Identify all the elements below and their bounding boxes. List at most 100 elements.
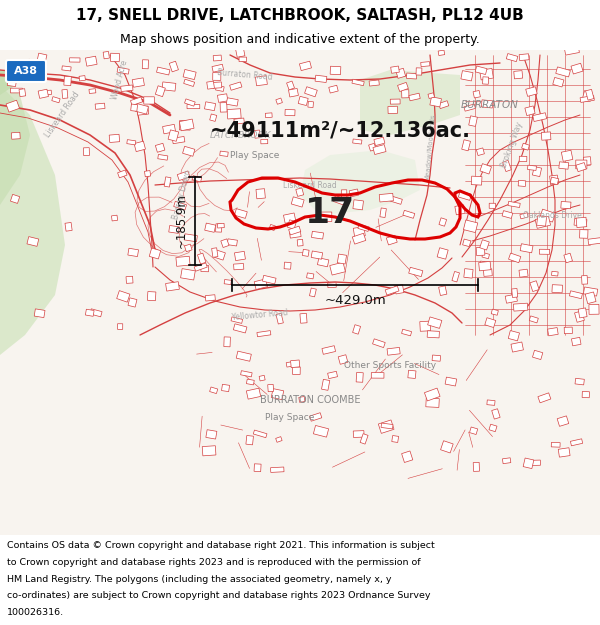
Bar (163, 124, 176, 134)
Bar (319, 212, 332, 222)
Bar (502, 211, 513, 218)
Bar (491, 409, 500, 419)
Bar (428, 92, 434, 99)
Bar (177, 171, 190, 181)
Bar (420, 321, 431, 331)
Bar (458, 191, 472, 201)
Bar (527, 165, 536, 171)
Bar (550, 175, 559, 185)
Bar (176, 256, 190, 266)
Bar (181, 269, 195, 280)
Bar (388, 196, 403, 204)
Bar (287, 220, 296, 229)
Bar (184, 244, 192, 252)
Bar (470, 427, 478, 434)
Bar (421, 62, 430, 67)
Bar (536, 216, 547, 226)
Text: Play Space: Play Space (265, 412, 314, 421)
Bar (262, 276, 276, 284)
Bar (509, 253, 521, 262)
Bar (582, 391, 589, 398)
Bar (215, 86, 224, 91)
Bar (581, 276, 587, 284)
Bar (482, 77, 488, 84)
Bar (508, 201, 520, 208)
Bar (476, 148, 484, 156)
Bar (484, 269, 492, 276)
Bar (334, 196, 348, 206)
Bar (452, 271, 460, 282)
Bar (131, 104, 137, 111)
Bar (551, 271, 558, 276)
Bar (538, 393, 551, 402)
Bar (473, 462, 479, 471)
Bar (475, 66, 487, 74)
Bar (337, 254, 347, 264)
Bar (285, 109, 295, 116)
Bar (480, 164, 491, 174)
Bar (583, 91, 592, 99)
Bar (330, 262, 346, 275)
Bar (27, 237, 39, 246)
Bar (169, 226, 179, 233)
Bar (479, 68, 493, 80)
Bar (127, 139, 136, 145)
Text: A38: A38 (14, 66, 38, 76)
Bar (440, 441, 453, 453)
Bar (137, 106, 149, 115)
Bar (311, 251, 323, 259)
Bar (519, 54, 529, 61)
Bar (184, 234, 197, 242)
Bar (409, 93, 420, 101)
Bar (576, 162, 586, 172)
Bar (83, 148, 89, 156)
Bar (215, 224, 222, 232)
Bar (353, 431, 364, 437)
Bar (226, 98, 238, 106)
Bar (128, 298, 137, 307)
Bar (455, 205, 465, 215)
Bar (299, 396, 305, 402)
Bar (257, 331, 271, 337)
Bar (482, 253, 490, 259)
Bar (308, 101, 314, 107)
Bar (409, 268, 423, 277)
Bar (305, 87, 317, 97)
Bar (313, 426, 329, 437)
Bar (551, 442, 560, 447)
Bar (514, 71, 523, 79)
Bar (269, 224, 275, 231)
Text: Burraton Road: Burraton Road (217, 68, 273, 82)
Bar (403, 211, 415, 218)
Bar (317, 258, 329, 267)
Bar (489, 203, 496, 208)
Bar (588, 238, 600, 245)
Bar (158, 154, 168, 160)
Bar (299, 61, 311, 71)
Bar (19, 89, 26, 97)
Bar (168, 130, 179, 141)
Bar (430, 97, 442, 107)
Bar (353, 139, 362, 144)
Bar (338, 355, 348, 364)
Bar (374, 137, 385, 146)
Text: BURRATON: BURRATON (461, 100, 519, 110)
Text: Liskeard Road: Liskeard Road (43, 91, 81, 139)
Bar (307, 273, 314, 279)
Bar (27, 59, 36, 68)
Bar (583, 157, 591, 165)
Bar (230, 82, 242, 90)
Bar (214, 250, 226, 260)
Text: 100026316.: 100026316. (7, 608, 64, 617)
Bar (353, 325, 361, 334)
Bar (576, 160, 587, 169)
Bar (207, 81, 214, 89)
Bar (519, 269, 528, 278)
Text: 17, SNELL DRIVE, LATCHBROOK, SALTASH, PL12 4UB: 17, SNELL DRIVE, LATCHBROOK, SALTASH, PL… (76, 8, 524, 22)
Text: Other Sports Facility: Other Sports Facility (344, 361, 436, 369)
Bar (576, 217, 587, 227)
Bar (148, 291, 156, 301)
Text: Liskeard Road: Liskeard Road (283, 181, 337, 189)
Bar (387, 348, 400, 355)
Bar (275, 437, 282, 442)
